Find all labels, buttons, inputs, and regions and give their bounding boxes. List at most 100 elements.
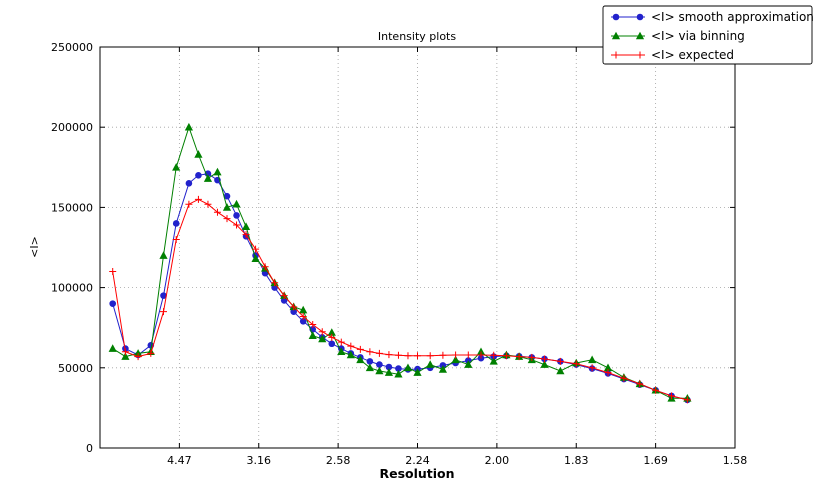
marker-triangle <box>222 203 232 211</box>
marker-plus <box>385 351 393 359</box>
marker-triangle <box>108 344 117 352</box>
marker-plus <box>328 333 336 341</box>
legend-label: <I> expected <box>651 48 734 62</box>
marker-triangle <box>213 167 222 176</box>
marker-triangle <box>635 31 645 40</box>
marker-triangle <box>464 360 473 368</box>
marker-triangle <box>540 360 549 368</box>
marker-triangle <box>365 363 374 372</box>
marker-triangle <box>318 334 327 343</box>
marker-circle <box>395 365 402 372</box>
marker-plus <box>318 328 326 336</box>
marker-plus <box>452 351 460 359</box>
x-tick-label: 1.83 <box>564 454 589 467</box>
marker-plus <box>185 200 193 208</box>
marker-triangle <box>327 328 336 336</box>
marker-circle <box>109 300 116 307</box>
marker-plus <box>366 348 374 356</box>
marker-triangle <box>121 352 130 360</box>
marker-plus <box>271 279 279 287</box>
marker-triangle <box>438 365 447 373</box>
marker-plus <box>394 351 402 359</box>
marker-plus <box>375 349 383 357</box>
marker-triangle <box>337 347 346 356</box>
marker-plus <box>356 345 364 353</box>
marker-triangle <box>384 368 394 376</box>
marker-plus <box>515 353 523 361</box>
marker-triangle <box>194 150 203 158</box>
legend-entry: <I> via binning <box>611 29 745 43</box>
marker-plus <box>464 351 472 359</box>
series-line <box>112 125 688 399</box>
legend: <I> smooth approximation <I> via binning <… <box>602 5 814 65</box>
marker-triangle <box>356 355 365 364</box>
marker-triangle <box>413 368 422 376</box>
marker-plus <box>147 349 155 357</box>
marker-plus <box>572 360 580 368</box>
marker-plus <box>636 380 644 388</box>
x-axis-label: Resolution <box>379 466 454 481</box>
marker-triangle <box>489 357 498 365</box>
marker-plus <box>490 351 498 359</box>
marker-triangle <box>603 363 613 372</box>
series-2 <box>109 195 691 404</box>
marker-plus <box>683 396 691 404</box>
marker-plus <box>121 348 129 356</box>
data-series <box>108 122 692 404</box>
marker-circle <box>172 220 180 227</box>
marker-triangle <box>375 366 384 375</box>
marker-triangle <box>241 222 251 230</box>
marker-triangle <box>556 366 565 375</box>
y-tick-label: 200000 <box>51 121 93 134</box>
marker-plus <box>213 208 221 216</box>
marker-plus <box>299 312 307 320</box>
marker-triangle <box>232 199 241 208</box>
legend-box <box>602 5 813 65</box>
marker-triangle <box>308 331 317 340</box>
marker-circle <box>185 180 193 187</box>
marker-plus <box>439 351 447 359</box>
y-tick-label: 100000 <box>51 282 93 295</box>
marker-plus <box>502 352 510 360</box>
marker-plus <box>280 292 288 300</box>
marker-plus <box>233 221 241 229</box>
marker-circle <box>233 212 240 219</box>
marker-triangle <box>299 305 308 314</box>
marker-plus <box>261 263 269 271</box>
marker-plus <box>426 352 434 360</box>
marker-triangle <box>134 349 143 357</box>
marker-plus <box>668 392 675 400</box>
marker-triangle <box>184 122 193 131</box>
marker-plus <box>109 268 117 276</box>
y-tick-label: 250000 <box>51 41 93 54</box>
marker-circle <box>160 292 167 299</box>
marker-triangle <box>251 254 260 263</box>
marker-plus <box>290 303 298 311</box>
marker-triangle <box>426 360 435 368</box>
marker-plus <box>252 245 260 253</box>
marker-plus <box>194 195 202 203</box>
marker-circle <box>612 13 620 21</box>
marker-plus <box>172 235 180 243</box>
marker-circle <box>223 192 231 200</box>
y-tick-label: 50000 <box>58 362 93 375</box>
marker-plus <box>528 353 536 361</box>
marker-circle <box>328 340 336 348</box>
marker-triangle <box>172 163 181 171</box>
marker-plus <box>404 352 412 360</box>
y-tick-label: 0 <box>86 442 93 455</box>
marker-triangle <box>451 355 460 364</box>
marker-plus <box>620 374 628 382</box>
x-tick-label: 2.24 <box>405 454 430 467</box>
marker-plus <box>636 51 644 59</box>
marker-plus <box>337 338 345 346</box>
x-tick-label: 2.58 <box>326 454 351 467</box>
legend-label: <I> via binning <box>651 29 745 43</box>
x-tick-label: 1.69 <box>643 454 668 467</box>
x-tick-label: 4.47 <box>167 454 192 467</box>
marker-plus <box>160 308 167 316</box>
marker-plus <box>204 200 212 208</box>
marker-triangle <box>159 251 168 259</box>
series-1 <box>108 122 692 402</box>
